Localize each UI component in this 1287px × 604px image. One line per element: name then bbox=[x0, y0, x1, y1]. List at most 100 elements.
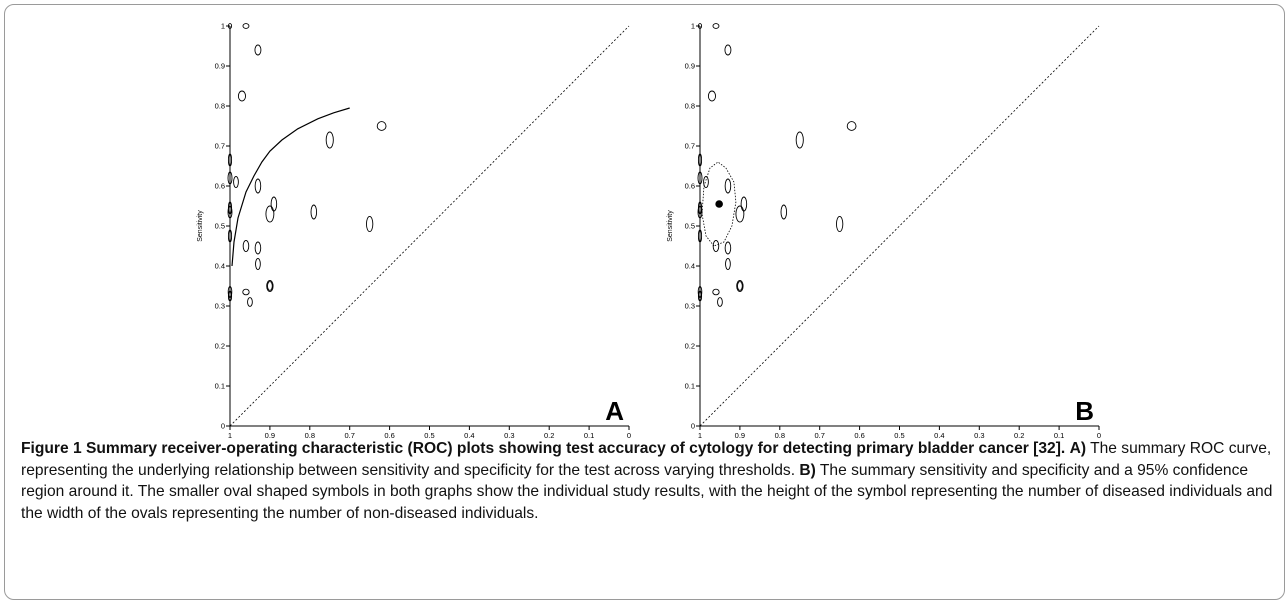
panel-letter: A bbox=[605, 396, 624, 426]
study-oval bbox=[846, 121, 857, 131]
study-oval bbox=[227, 205, 233, 219]
x-tick-label: 0.2 bbox=[1014, 431, 1024, 440]
y-tick-label: 0.9 bbox=[685, 62, 695, 71]
study-oval bbox=[795, 131, 804, 149]
y-axis-title: Sensitivity bbox=[197, 210, 204, 242]
y-tick-label: 0.3 bbox=[215, 302, 225, 311]
roc-panel-b: 0 0.1 0.2 0.3 0.4 0.5 0.6 0.7 0.8 0.9 1 1 0.9 0.8 0.7 0… bbox=[667, 22, 1101, 441]
y-tick-label: 0 bbox=[221, 422, 225, 431]
study-oval bbox=[740, 196, 748, 212]
study-oval bbox=[737, 281, 743, 291]
figure-charts: 0 0.1 0.2 0.3 0.4 0.5 0.6 0.7 0.8 0.9 1 1 0.9 0.8 0.7 0… bbox=[197, 22, 1101, 441]
y-tick-label: 0.8 bbox=[215, 102, 225, 111]
y-tick-label: 0.7 bbox=[685, 142, 695, 151]
x-tick-label: 0.6 bbox=[854, 431, 864, 440]
reference-diagonal-line bbox=[229, 25, 630, 427]
reference-diagonal-line bbox=[699, 25, 1100, 427]
x-tick-label: 0.8 bbox=[305, 431, 315, 440]
y-tick-label: 0.6 bbox=[215, 182, 225, 191]
caption-figure-label: Figure 1 bbox=[21, 440, 82, 457]
x-tick-label: 0 bbox=[1097, 431, 1101, 440]
roc-panel-a: 0 0.1 0.2 0.3 0.4 0.5 0.6 0.7 0.8 0.9 1 1 0.9 0.8 0.7 0… bbox=[197, 22, 631, 441]
study-oval bbox=[233, 175, 239, 189]
study-oval bbox=[376, 121, 387, 131]
y-tick-label: 0 bbox=[691, 422, 695, 431]
study-oval bbox=[227, 171, 233, 185]
x-tick-label: 0.4 bbox=[934, 431, 944, 440]
x-tick-label: 0.9 bbox=[265, 431, 275, 440]
y-tick-label: 0.8 bbox=[685, 102, 695, 111]
study-oval bbox=[270, 196, 278, 212]
y-tick-label: 0.3 bbox=[685, 302, 695, 311]
y-tick-label: 0.2 bbox=[685, 342, 695, 351]
x-tick-label: 0.2 bbox=[544, 431, 554, 440]
y-tick-label: 0.5 bbox=[685, 222, 695, 231]
study-oval bbox=[237, 90, 247, 102]
study-oval bbox=[247, 297, 253, 307]
y-tick-label: 0.6 bbox=[685, 182, 695, 191]
study-oval bbox=[254, 178, 262, 194]
study-oval bbox=[735, 205, 745, 223]
y-tick-label: 0.1 bbox=[685, 382, 695, 391]
study-oval bbox=[725, 257, 731, 271]
study-oval bbox=[736, 279, 744, 293]
study-oval bbox=[227, 23, 233, 29]
study-oval bbox=[267, 281, 273, 291]
x-tick-label: 0.4 bbox=[464, 431, 474, 440]
y-tick-label: 0.1 bbox=[215, 382, 225, 391]
study-oval bbox=[836, 215, 844, 233]
x-tick-label: 0.5 bbox=[894, 431, 904, 440]
study-oval bbox=[712, 288, 720, 296]
study-oval bbox=[254, 241, 262, 255]
caption-part-a-text: The summary ROC curve, representing the … bbox=[21, 440, 1272, 479]
study-oval bbox=[266, 279, 274, 293]
study-oval bbox=[703, 175, 709, 189]
study-oval bbox=[310, 204, 318, 220]
x-tick-label: 0.1 bbox=[584, 431, 594, 440]
x-tick-label: 0.8 bbox=[775, 431, 785, 440]
y-tick-label: 0.4 bbox=[215, 262, 225, 271]
study-oval bbox=[227, 285, 233, 299]
study-oval bbox=[325, 131, 334, 149]
study-oval bbox=[697, 23, 703, 29]
caption-part-b-label: B) bbox=[799, 461, 816, 479]
x-tick-label: 0.3 bbox=[974, 431, 984, 440]
figure-caption: Figure 1 Summary receiver-operating char… bbox=[21, 438, 1276, 524]
sroc-curve bbox=[231, 107, 350, 267]
study-oval bbox=[724, 241, 732, 255]
study-oval bbox=[697, 285, 703, 299]
study-oval bbox=[724, 44, 732, 56]
caption-title: Summary receiver-operating characteristi… bbox=[86, 440, 1066, 457]
x-tick-label: 0.6 bbox=[384, 431, 394, 440]
study-oval bbox=[717, 297, 723, 307]
x-tick-label: 0 bbox=[627, 431, 631, 440]
figure-frame bbox=[4, 4, 1285, 600]
panel-letter: B bbox=[1075, 396, 1094, 426]
y-tick-label: 1 bbox=[691, 22, 695, 31]
caption-part-a-label: A) bbox=[1069, 440, 1087, 457]
x-tick-label: 0.9 bbox=[735, 431, 745, 440]
y-tick-label: 0.2 bbox=[215, 342, 225, 351]
y-tick-label: 0.4 bbox=[685, 262, 695, 271]
y-axis-title: Sensitivity bbox=[667, 210, 674, 242]
study-oval bbox=[724, 178, 732, 194]
study-oval bbox=[227, 229, 233, 243]
study-oval bbox=[712, 23, 720, 29]
y-tick-label: 1 bbox=[221, 22, 225, 31]
study-oval bbox=[242, 288, 250, 296]
y-tick-label: 0.7 bbox=[215, 142, 225, 151]
x-tick-label: 1 bbox=[698, 431, 702, 440]
study-oval bbox=[265, 205, 275, 223]
study-oval bbox=[254, 44, 262, 56]
x-tick-label: 0.7 bbox=[344, 431, 354, 440]
y-tick-label: 0.5 bbox=[215, 222, 225, 231]
study-oval bbox=[366, 215, 374, 233]
study-oval bbox=[227, 290, 233, 302]
x-tick-label: 1 bbox=[228, 431, 232, 440]
x-tick-label: 0.5 bbox=[424, 431, 434, 440]
x-tick-label: 0.1 bbox=[1054, 431, 1064, 440]
study-oval bbox=[697, 171, 703, 185]
study-oval bbox=[227, 153, 233, 167]
x-tick-label: 0.7 bbox=[814, 431, 824, 440]
study-oval bbox=[780, 204, 788, 220]
